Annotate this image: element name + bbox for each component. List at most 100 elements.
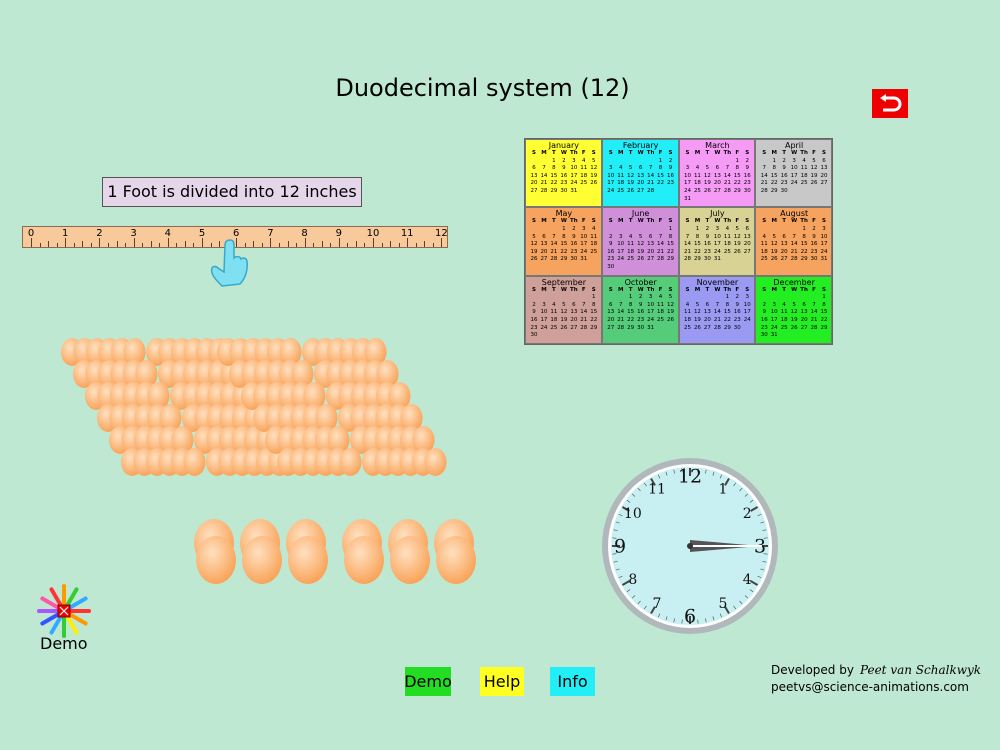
ruler-tick [184, 241, 186, 247]
ruler-tick [56, 243, 58, 247]
clock-tick [762, 529, 767, 531]
demo-spinner-icon[interactable] [34, 583, 94, 639]
week-row: 23 24 25 26 27 28 29 [760, 324, 828, 331]
calendar-month: January S M T W Th F S 1 2 3 4 5 6 7 8 9 10 11 12 13 14 15 16 17… [525, 139, 602, 208]
ruler-tick [355, 241, 357, 247]
clock-tick [750, 580, 759, 586]
calendar-month: June S M T W Th F S 1 2 3 4 5 6 7 8 9 10 11 12 13 14 15 16 17 18 1… [601, 207, 679, 276]
month-name: July [710, 209, 725, 219]
egg [303, 382, 326, 410]
clock-number: 6 [684, 606, 696, 628]
week-row: 10 11 12 13 14 15 16 [607, 172, 675, 179]
ruler-tick [347, 243, 349, 247]
week-row: 16 17 18 19 20 21 22 [760, 317, 828, 324]
egg [183, 448, 206, 476]
ruler-tick [398, 243, 400, 247]
clock-number: 8 [628, 572, 637, 588]
logo-ray [40, 612, 61, 626]
ruler-tick [330, 243, 332, 247]
logo-ray [49, 614, 63, 635]
weekday-header: S M T W Th F S [608, 286, 673, 293]
ruler-number: 5 [198, 228, 206, 239]
week-row: 1 [668, 225, 673, 232]
egg [279, 338, 302, 366]
week-row: 9 10 11 12 13 14 15 [608, 241, 675, 248]
week-row: 4 5 6 7 8 9 10 [762, 233, 828, 240]
ruler-tick [278, 243, 280, 247]
clock-tick [712, 616, 715, 621]
analog-clock: 121234567891011 [602, 458, 778, 634]
week-row: 31 [683, 195, 691, 202]
ruler-tick [39, 243, 41, 247]
egg-gross-display [61, 338, 476, 584]
ruler-tick [73, 243, 75, 247]
clock-number: 11 [648, 482, 666, 498]
calendar-month: November S M T W Th F S 1 2 3 4 5 6 7 8 9 10 11 12 13 14 15 16 1… [678, 275, 756, 344]
clock-number: 7 [653, 596, 662, 612]
week-row: 27 28 29 30 31 [607, 324, 655, 331]
clock-tick [719, 613, 722, 618]
ruler-number: 1 [62, 228, 69, 239]
week-row: 18 19 20 21 22 23 24 [760, 248, 828, 255]
pointing-hand-icon[interactable] [206, 238, 250, 288]
clock-number: 5 [719, 596, 728, 612]
year-calendar: January S M T W Th F S 1 2 3 4 5 6 7 8 9 10 11 12 13 14 15 16 17… [524, 138, 833, 345]
week-row: 25 26 27 28 29 30 [683, 324, 741, 331]
weekday-header: S M T W Th F S [531, 286, 596, 293]
weekday-header: S M T W Th F S [762, 150, 826, 156]
clock-tick [760, 568, 765, 571]
clock-tick [650, 606, 656, 615]
credit-email[interactable]: peetvs@science-animations.com [771, 680, 969, 694]
ruler-tick [167, 238, 169, 247]
clock-number: 2 [743, 506, 752, 522]
clock-tick [650, 477, 656, 486]
weekday-header: S M T W Th F S [531, 218, 596, 225]
clock-number: 10 [624, 506, 642, 522]
back-button[interactable] [872, 89, 908, 118]
ruler-number: 11 [400, 228, 414, 239]
clock-tick [724, 477, 730, 486]
ruler-tick [125, 243, 127, 247]
week-row: 9 10 11 12 13 14 15 [762, 309, 828, 316]
weekday-header: S M T W Th F S [608, 218, 673, 225]
clock-tick [733, 605, 737, 610]
clock-tick [719, 474, 722, 479]
info-button[interactable]: Info [550, 667, 595, 696]
egg [412, 426, 435, 454]
demo-button[interactable]: Demo [404, 667, 452, 696]
ruler-tick [244, 243, 246, 247]
ruler-tick [381, 243, 383, 247]
ruler-number: 2 [96, 228, 103, 239]
clock-tick [705, 469, 707, 474]
egg [376, 360, 399, 388]
ruler-number: 12 [435, 228, 448, 239]
week-row: 1 [822, 294, 826, 301]
clock-tick [643, 482, 647, 487]
week-row: 9 10 11 12 13 14 15 [532, 309, 598, 316]
week-row: 25 26 27 28 29 30 31 [760, 256, 828, 263]
credit-author: Peet van Schalkwyk [859, 663, 982, 677]
month-name: May [555, 209, 573, 219]
clock-tick [621, 506, 630, 512]
demo-logo-label: Demo [40, 634, 88, 653]
clock-tick [739, 487, 743, 492]
ruler-number: 4 [164, 228, 171, 239]
clock-tick [673, 618, 675, 623]
ruler-tick [159, 243, 161, 247]
ruler-tick [116, 241, 118, 247]
egg [388, 382, 411, 410]
ruler-tick [150, 241, 152, 247]
clock-tick [705, 618, 707, 623]
ruler: 0 1 2 3 4 5 6 7 8 9 10 11 12 [22, 226, 448, 248]
week-row: 28 29 30 31 [683, 256, 721, 263]
ruler-number: 8 [301, 228, 308, 239]
week-row: 16 17 18 19 20 21 22 [607, 248, 675, 255]
help-button[interactable]: Help [480, 667, 524, 696]
clock-tick [739, 600, 743, 605]
week-row: 7 8 9 10 11 12 13 [762, 165, 828, 172]
